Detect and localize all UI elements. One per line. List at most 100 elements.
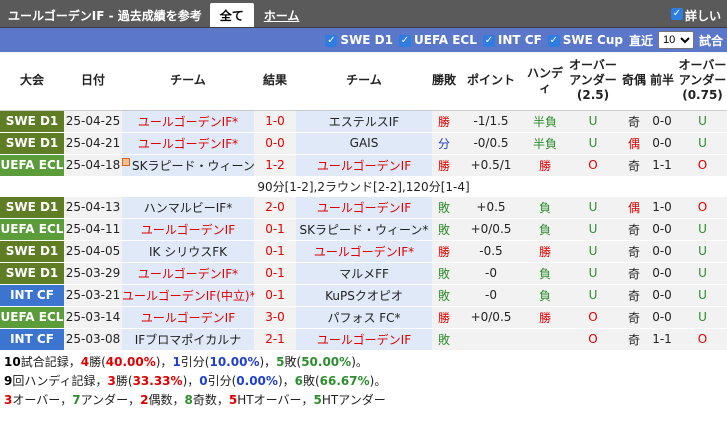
handicap-points: +0.5 <box>456 196 526 219</box>
filter-swe-d1[interactable]: ✓ SWE D1 <box>325 33 393 47</box>
table-row[interactable]: UEFA ECL 25-04-18 SKラピード・ウィーン* 1-2 ユールゴーデンIF… <box>0 154 727 177</box>
filter-bar: ✓ SWE D1 ✓ UEFA ECL ✓ INT CF ✓ SWE Cup 直近 10… <box>0 28 727 52</box>
league-badge[interactable]: INT CF <box>0 284 64 307</box>
away-team[interactable]: ユールゴーデンIF <box>296 154 432 177</box>
match-date: 25-03-08 <box>64 328 122 351</box>
filter-int-cf[interactable]: ✓ INT CF <box>482 33 542 47</box>
table-row[interactable]: UEFA ECL 25-04-11 ユールゴーデンIF 0-1 SKラピード・ウィーン*… <box>0 218 727 241</box>
over-under: U <box>564 262 622 285</box>
handicap-points: +0/0.5 <box>456 306 526 329</box>
table-row[interactable]: INT CF 25-03-08 IFブロマポイカルナ 2-1 ユールゴーデンIF 敗 O 奇 1… <box>0 328 727 351</box>
home-team[interactable]: ハンマルビーIF* <box>122 196 254 219</box>
match-date: 25-03-29 <box>64 262 122 285</box>
handicap-result: 負 <box>526 218 564 241</box>
league-badge[interactable]: SWE D1 <box>0 262 64 285</box>
col-away-team: チーム <box>296 52 432 111</box>
match-score[interactable]: 0-1 <box>254 262 296 285</box>
over-under: U <box>564 240 622 263</box>
match-score[interactable]: 0-0 <box>254 132 296 155</box>
checkbox-icon[interactable]: ✓ <box>670 8 683 20</box>
away-team[interactable]: KuPSクオピオ <box>296 284 432 307</box>
table-row[interactable]: SWE D1 25-04-21 ユールゴーデンIF* 0-0 GAIS 分 -0/0.5 半負… <box>0 132 727 155</box>
match-score[interactable]: 1-0 <box>254 110 296 133</box>
away-team[interactable]: マルメFF <box>296 262 432 285</box>
league-badge[interactable]: INT CF <box>0 328 64 351</box>
home-team[interactable]: SKラピード・ウィーン* <box>122 154 254 177</box>
league-badge[interactable]: SWE D1 <box>0 196 64 219</box>
recent-selector: 直近 10 試合 <box>629 31 723 49</box>
summary-text: )， <box>155 354 173 369</box>
table-row[interactable]: UEFA ECL 25-03-14 ユールゴーデンIF 3-0 パフォス FC* 勝 +0/… <box>0 306 727 329</box>
home-team[interactable]: ユールゴーデンIF <box>122 306 254 329</box>
checkbox-icon[interactable]: ✓ <box>325 34 338 47</box>
match-score[interactable]: 3-0 <box>254 306 296 329</box>
page-title: ユールゴーデンIF - 過去成績を参考 <box>8 9 202 23</box>
match-score[interactable]: 0-1 <box>254 240 296 263</box>
handicap-result <box>526 328 564 351</box>
checkbox-icon[interactable]: ✓ <box>482 34 495 47</box>
detail-toggle[interactable]: ✓ 詳しい <box>670 0 727 27</box>
checkbox-icon[interactable]: ✓ <box>399 34 411 47</box>
match-score[interactable]: 0-1 <box>254 284 296 307</box>
over-under: O <box>564 328 622 351</box>
odd-even: 奇 <box>622 110 646 133</box>
tab-all[interactable]: 全て <box>209 3 254 27</box>
table-row[interactable]: SWE D1 25-04-13 ハンマルビーIF* 2-0 ユールゴーデンIF 敗 +0.5… <box>0 196 727 219</box>
summary-text: 偶数， <box>148 392 185 407</box>
top-bar: ユールゴーデンIF - 過去成績を参考 全て ホーム ✓ 詳しい <box>0 0 727 28</box>
away-team[interactable]: ユールゴーデンIF <box>296 196 432 219</box>
league-badge[interactable]: UEFA ECL <box>0 218 64 241</box>
league-badge[interactable]: UEFA ECL <box>0 306 64 329</box>
away-team[interactable]: パフォス FC* <box>296 306 432 329</box>
table-row-note: 90分[1-2],2ラウンド[2-2],120分[1-4] <box>0 176 727 197</box>
home-team[interactable]: ユールゴーデンIF* <box>122 262 254 285</box>
away-team[interactable]: GAIS <box>296 132 432 155</box>
tab-home[interactable]: ホーム <box>263 9 300 23</box>
summary-value: 10.00% <box>209 354 260 369</box>
summary-text: HTアンダー <box>321 392 386 407</box>
summary-text: 回ハンディ記録， <box>12 373 108 388</box>
home-team[interactable]: ユールゴーデンIF(中立)* <box>122 284 254 307</box>
table-row[interactable]: SWE D1 25-04-25 ユールゴーデンIF* 1-0 エステルスIF 勝 -1/1.… <box>0 110 727 133</box>
table-row[interactable]: SWE D1 25-04-05 IK シリウスFK 0-1 ユールゴーデンIF* 勝 -0.… <box>0 240 727 263</box>
summary-text: 勝( <box>115 373 133 388</box>
away-team[interactable]: ユールゴーデンIF <box>296 328 432 351</box>
checkbox-icon[interactable]: ✓ <box>547 34 560 47</box>
home-team[interactable]: ユールゴーデンIF <box>122 218 254 241</box>
match-score[interactable]: 2-0 <box>254 196 296 219</box>
home-team[interactable]: IK シリウスFK <box>122 240 254 263</box>
over-under-ht: U <box>678 240 727 263</box>
away-team[interactable]: エステルスIF <box>296 110 432 133</box>
summary-text: )。 <box>351 354 368 369</box>
match-count-select[interactable]: 10 <box>657 31 694 49</box>
first-half-score: 1-0 <box>646 196 678 219</box>
league-badge[interactable]: SWE D1 <box>0 110 64 133</box>
table-row[interactable]: INT CF 25-03-21 ユールゴーデンIF(中立)* 0-1 KuPSクオピオ敗… <box>0 284 727 307</box>
win-loss: 勝 <box>432 110 456 133</box>
table-header: 大会 日付 チーム 結果 チーム 勝敗 ポイント ハンディ オーバーアンダー(2… <box>0 52 727 111</box>
home-team[interactable]: ユールゴーデンIF* <box>122 132 254 155</box>
odd-even: 奇 <box>622 240 646 263</box>
filter-swe-cup[interactable]: ✓ SWE Cup <box>547 33 623 47</box>
home-team[interactable]: IFブロマポイカルナ <box>122 328 254 351</box>
table-row[interactable]: SWE D1 25-03-29 ユールゴーデンIF* 0-1 マルメFF 敗 -0 負 U 奇 0-… <box>0 262 727 285</box>
match-score[interactable]: 1-2 <box>254 154 296 177</box>
match-score[interactable]: 0-1 <box>254 218 296 241</box>
league-badge[interactable]: SWE D1 <box>0 132 64 155</box>
handicap-result: 勝 <box>526 240 564 263</box>
col-over-under-ht: オーバーアンダー(0.75) <box>678 52 727 111</box>
league-badge[interactable]: SWE D1 <box>0 240 64 263</box>
away-team[interactable]: ユールゴーデンIF* <box>296 240 432 263</box>
filter-uefa-ecl[interactable]: ✓ UEFA ECL <box>399 33 477 47</box>
league-badge[interactable]: UEFA ECL <box>0 154 64 177</box>
away-team[interactable]: SKラピード・ウィーン* <box>296 218 432 241</box>
summary-text: 奇数， <box>192 392 229 407</box>
odd-even: 奇 <box>622 154 646 177</box>
home-team[interactable]: ユールゴーデンIF* <box>122 110 254 133</box>
handicap-result: 半負 <box>526 110 564 133</box>
over-under-ht: O <box>678 196 727 219</box>
over-under: O <box>564 154 622 177</box>
summary-value: 0 <box>199 373 208 388</box>
handicap-points: -0.5 <box>456 240 526 263</box>
match-score[interactable]: 2-1 <box>254 328 296 351</box>
